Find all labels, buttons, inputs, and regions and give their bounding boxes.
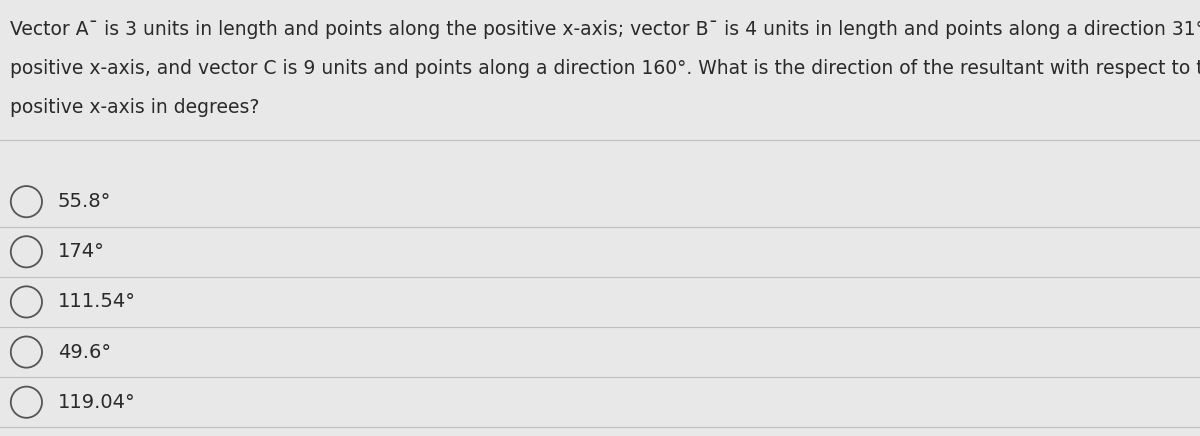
Text: positive x-axis, and vector C is 9 units and points along a direction 160°. What: positive x-axis, and vector C is 9 units… bbox=[10, 59, 1200, 78]
Text: positive x-axis in degrees?: positive x-axis in degrees? bbox=[10, 98, 259, 117]
Text: 119.04°: 119.04° bbox=[58, 393, 136, 412]
Text: 49.6°: 49.6° bbox=[58, 343, 110, 361]
Text: 111.54°: 111.54° bbox=[58, 293, 136, 311]
Text: 174°: 174° bbox=[58, 242, 104, 261]
Text: Vector A¯ is 3 units in length and points along the positive x-axis; vector B¯ i: Vector A¯ is 3 units in length and point… bbox=[10, 20, 1200, 39]
Text: 55.8°: 55.8° bbox=[58, 192, 110, 211]
